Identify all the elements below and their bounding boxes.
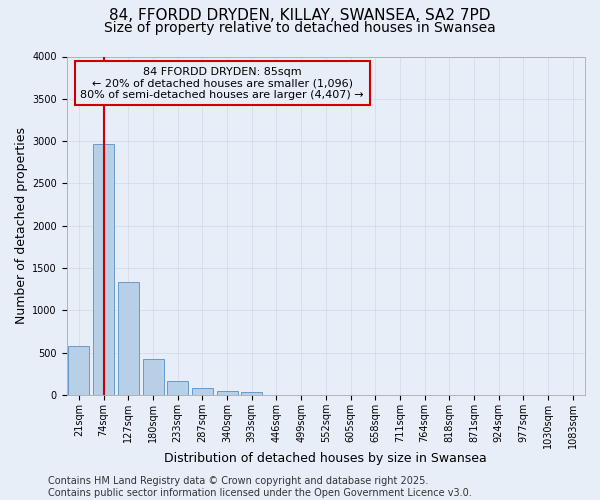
X-axis label: Distribution of detached houses by size in Swansea: Distribution of detached houses by size … (164, 452, 487, 465)
Bar (192, 388, 213, 395)
Bar (118, 282, 139, 395)
Bar (167, 380, 188, 395)
Bar (93, 144, 114, 395)
Bar (68, 346, 89, 395)
Text: 84, FFORDD DRYDEN, KILLAY, SWANSEA, SA2 7PD: 84, FFORDD DRYDEN, KILLAY, SWANSEA, SA2 … (109, 8, 491, 22)
Text: 84 FFORDD DRYDEN: 85sqm
← 20% of detached houses are smaller (1,096)
80% of semi: 84 FFORDD DRYDEN: 85sqm ← 20% of detache… (80, 66, 364, 100)
Y-axis label: Number of detached properties: Number of detached properties (15, 127, 28, 324)
Bar (143, 360, 164, 395)
Text: Size of property relative to detached houses in Swansea: Size of property relative to detached ho… (104, 21, 496, 35)
Text: Contains HM Land Registry data © Crown copyright and database right 2025.
Contai: Contains HM Land Registry data © Crown c… (48, 476, 472, 498)
Bar (217, 391, 238, 395)
Bar (241, 392, 262, 395)
